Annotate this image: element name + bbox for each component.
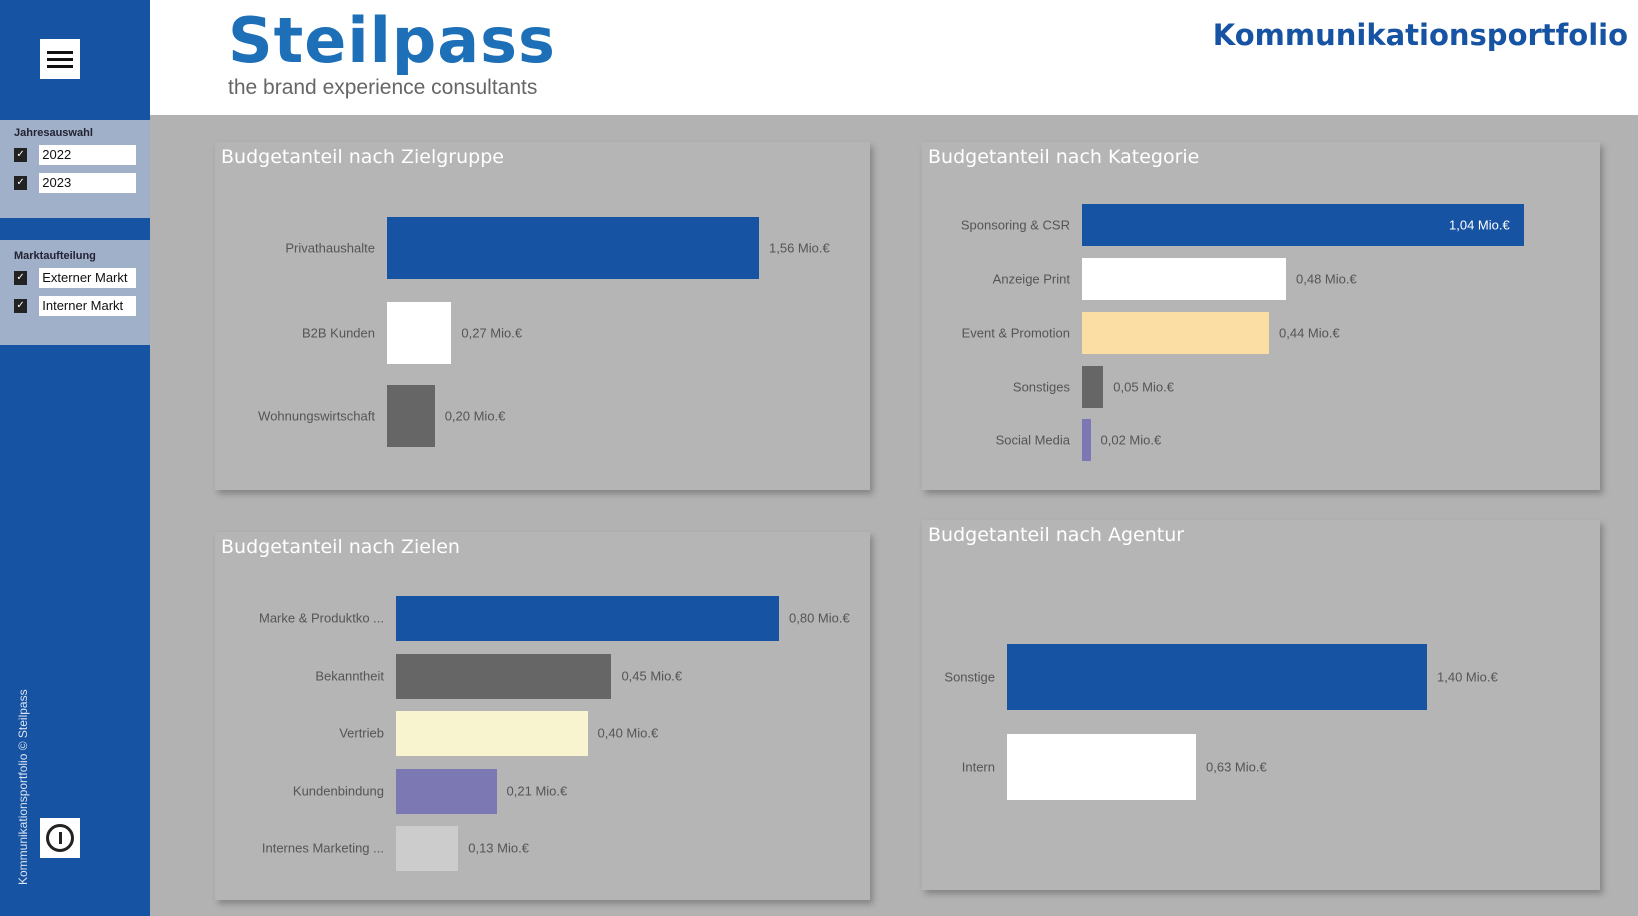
chart-title: Budgetanteil nach Zielen (221, 536, 460, 558)
bar[interactable] (1082, 419, 1091, 461)
bar[interactable] (1082, 312, 1269, 354)
market-option-label: Interner Markt (39, 296, 136, 316)
header: Steilpass the brand experience consultan… (150, 0, 1638, 115)
chart-ziele: Budgetanteil nach Zielen Marke & Produktk… (215, 532, 870, 900)
market-filter-title: Marktaufteilung (14, 250, 96, 262)
checkbox-checked-icon[interactable]: ✓ (14, 271, 28, 285)
hamburger-icon (47, 50, 73, 54)
bar[interactable] (387, 217, 759, 279)
power-info-icon (46, 824, 74, 852)
bar[interactable] (396, 710, 588, 756)
bar[interactable] (1082, 366, 1104, 408)
bar-category-label: Kundenbindung (292, 783, 384, 799)
bar-category-label: Intern (961, 759, 995, 775)
bar-value-label: 0,05 Mio.€ (1113, 379, 1174, 395)
bar-value-label: 0,48 Mio.€ (1296, 271, 1357, 287)
bar-category-label: Sponsoring & CSR (960, 217, 1070, 233)
bar[interactable] (387, 302, 452, 364)
year-filter-title: Jahresauswahl (14, 127, 93, 139)
bar-category-label: Bekanntheit (315, 668, 384, 684)
bar-category-label: Marke & Produktko ... (259, 610, 384, 626)
chart-title: Budgetanteil nach Zielgruppe (221, 146, 504, 168)
checkbox-checked-icon[interactable]: ✓ (14, 299, 28, 313)
year-option-2022[interactable]: ✓ 2022 (14, 145, 136, 165)
bar-value-label: 0,20 Mio.€ (444, 408, 506, 424)
chart-zielgruppe: Budgetanteil nach Zielgruppe Privathausha… (215, 142, 870, 490)
bar[interactable] (396, 595, 779, 641)
bar-value-label: 1,40 Mio.€ (1437, 669, 1498, 685)
page-title: Kommunikationsportfolio (1212, 18, 1628, 52)
bar-value-label: 0,13 Mio.€ (468, 840, 529, 856)
logo-tagline: the brand experience consultants (228, 76, 538, 99)
bar-value-label: 0,63 Mio.€ (1206, 759, 1267, 775)
bar-category-label: Event & Promotion (961, 325, 1070, 341)
bar-value-label: 0,40 Mio.€ (597, 725, 659, 741)
checkbox-checked-icon[interactable]: ✓ (14, 176, 28, 190)
bar[interactable] (1007, 734, 1196, 800)
bar[interactable] (396, 825, 459, 871)
market-option-label: Externer Markt (39, 268, 136, 288)
bar-category-label: Privathaushalte (285, 240, 375, 256)
bar-category-label: Vertrieb (339, 725, 384, 741)
bar[interactable] (1007, 644, 1427, 710)
market-option-external[interactable]: ✓ Externer Markt (14, 268, 136, 288)
chart-title: Budgetanteil nach Kategorie (928, 146, 1200, 168)
chart-kategorie: Budgetanteil nach Kategorie Sponsoring & … (922, 142, 1600, 490)
bar-value-label: 0,02 Mio.€ (1100, 432, 1162, 448)
bar[interactable] (396, 768, 497, 814)
bar-value-label: 0,80 Mio.€ (789, 610, 850, 626)
logo: Steilpass (228, 4, 556, 77)
sidebar: Jahresauswahl ✓ 2022 ✓ 2023 Marktaufteilun… (0, 0, 150, 916)
bar-category-label: Sonstige (944, 669, 995, 685)
chart-agentur: Budgetanteil nach Agentur Sonstige 1,40 Mi… (922, 520, 1600, 890)
year-filter: Jahresauswahl ✓ 2022 ✓ 2023 (0, 120, 150, 218)
bar-category-label: Wohnungswirtschaft (258, 408, 375, 424)
bar-category-label: Internes Marketing ... (261, 840, 384, 856)
market-option-internal[interactable]: ✓ Interner Markt (14, 296, 136, 316)
checkbox-checked-icon[interactable]: ✓ (14, 148, 28, 162)
bar-value-label: 0,44 Mio.€ (1279, 325, 1340, 341)
bar-value-label: 1,56 Mio.€ (769, 240, 830, 256)
menu-button[interactable] (40, 39, 80, 79)
bar[interactable] (396, 653, 612, 699)
bar-category-label: Anzeige Print (992, 271, 1070, 287)
bar-category-label: Sonstiges (1012, 379, 1070, 395)
bar-category-label: Social Media (995, 432, 1070, 448)
bar-category-label: B2B Kunden (301, 325, 375, 341)
bar-value-label: 0,27 Mio.€ (461, 325, 523, 341)
market-filter: Marktaufteilung ✓ Externer Markt ✓ Interne… (0, 240, 150, 345)
info-button[interactable] (40, 818, 80, 858)
bar-value-label: 0,45 Mio.€ (621, 668, 683, 684)
bar-value-label: 0,21 Mio.€ (506, 783, 568, 799)
year-option-2023[interactable]: ✓ 2023 (14, 173, 136, 193)
bar[interactable] (1082, 204, 1524, 246)
bar-value-label: 1,04 Mio.€ (1449, 217, 1510, 233)
year-option-label: 2022 (39, 145, 136, 165)
chart-title: Budgetanteil nach Agentur (928, 524, 1185, 546)
year-option-label: 2023 (39, 173, 136, 193)
bar[interactable] (1082, 258, 1286, 300)
copyright-text: Kommunikationsportfolio © Steilpass (16, 689, 30, 885)
bar[interactable] (387, 385, 435, 447)
